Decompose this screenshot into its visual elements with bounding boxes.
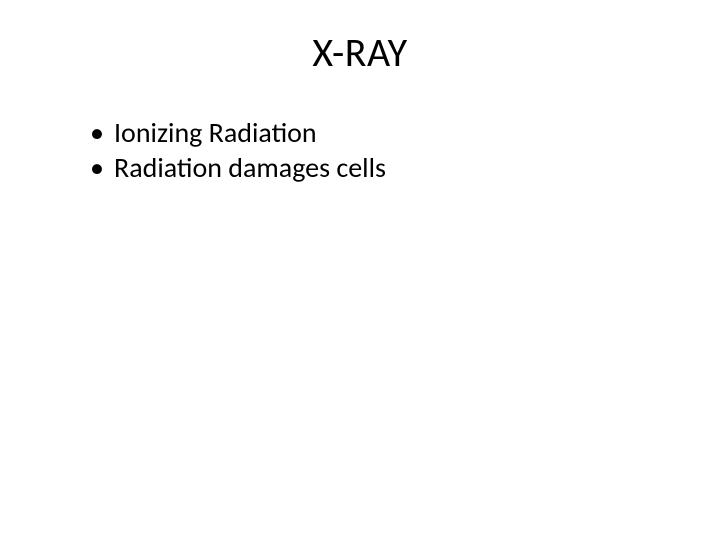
bullet-list: Ionizing Radiation Radiation damages cel… (50, 115, 670, 185)
slide-title: X-RAY (50, 28, 670, 77)
list-item: Radiation damages cells (90, 150, 670, 185)
slide-container: X-RAY Ionizing Radiation Radiation damag… (0, 0, 720, 540)
list-item: Ionizing Radiation (90, 115, 670, 150)
